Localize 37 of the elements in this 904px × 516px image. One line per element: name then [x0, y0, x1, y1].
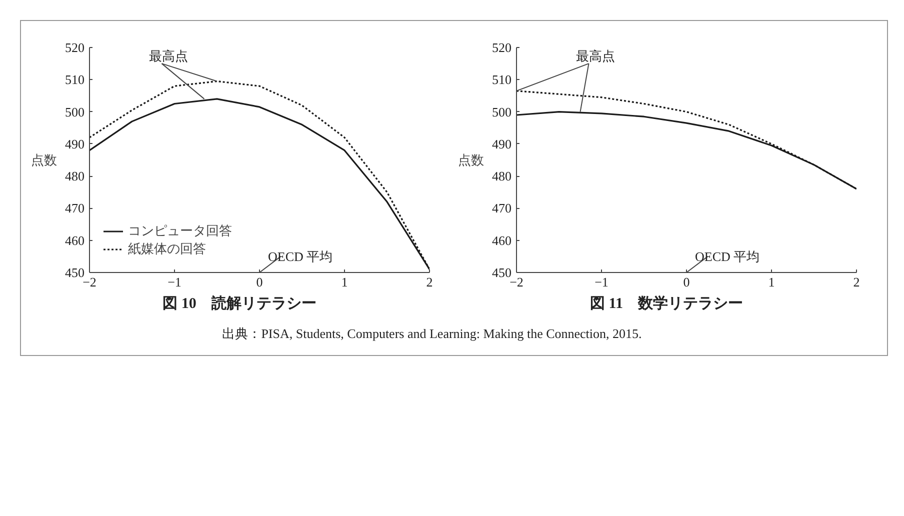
y-tick-label: 490: [65, 136, 84, 152]
y-tick-label: 500: [65, 104, 84, 120]
annotation: 最高点: [576, 48, 615, 64]
y-axis-title: 点数: [458, 152, 484, 168]
y-tick-label: 470: [65, 200, 84, 216]
annotation: 最高点: [149, 48, 188, 64]
x-tick-label: 0: [683, 274, 690, 290]
y-tick-label: 490: [492, 136, 512, 152]
y-tick-label: 470: [492, 200, 512, 216]
y-tick-label: 450: [492, 265, 512, 280]
text: 図 11 数学リテラシー: [590, 294, 743, 314]
y-tick-label: 520: [492, 40, 512, 55]
y-tick-label: 480: [492, 168, 512, 184]
y-tick-label: 450: [65, 265, 84, 280]
y-axis-title: 点数: [31, 152, 57, 168]
x-tick-label: −2: [510, 274, 524, 290]
source-note: 出典：PISA, Students, Computers and Learning: Making the Connection, 2015.: [222, 325, 642, 344]
y-tick-label: 460: [65, 232, 84, 248]
y-tick-label: 510: [492, 72, 512, 88]
x-tick-label: 2: [426, 274, 433, 290]
y-tick-label: 520: [65, 40, 84, 55]
y-tick-label: 500: [492, 104, 512, 120]
x-tick-label: −1: [168, 274, 182, 290]
annotation: OECD 平均: [268, 248, 333, 264]
text: 図 10 読解リテラシー: [162, 294, 316, 314]
x-tick-label: −2: [82, 274, 96, 290]
x-tick-label: 2: [853, 274, 860, 290]
x-tick-label: 0: [256, 274, 263, 290]
y-tick-label: 510: [65, 72, 84, 88]
x-tick-label: 1: [768, 274, 775, 290]
x-tick-label: −1: [594, 274, 608, 290]
y-tick-label: 480: [65, 168, 84, 184]
legend-label: 紙媒体の回答: [128, 240, 206, 258]
y-tick-label: 460: [492, 232, 512, 248]
x-tick-label: 1: [341, 274, 348, 290]
legend-label: コンピュータ回答: [128, 222, 232, 240]
annotation: OECD 平均: [695, 248, 760, 264]
